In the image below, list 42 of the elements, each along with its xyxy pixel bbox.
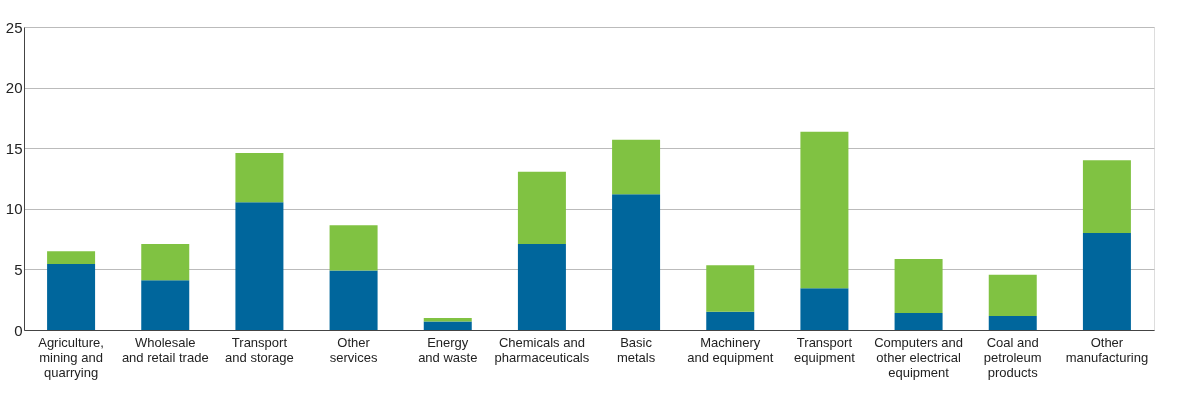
x-tick-label: Machinery and equipment xyxy=(687,334,774,365)
bar xyxy=(706,311,755,330)
y-tick-label: 0 xyxy=(14,321,23,339)
bar xyxy=(47,263,96,330)
bar xyxy=(800,288,849,330)
x-tick-label: Energy and waste xyxy=(418,334,478,365)
bar xyxy=(235,153,284,203)
bar xyxy=(47,251,96,264)
y-tick-label: 5 xyxy=(14,260,23,278)
x-tick-label: Computers and other electrical equipment xyxy=(874,334,964,380)
bar xyxy=(517,243,566,330)
bar xyxy=(517,171,566,244)
bar xyxy=(1082,233,1131,330)
x-tick-label: Transport equipment xyxy=(794,334,856,365)
y-tick-label: 20 xyxy=(5,79,23,97)
x-tick-label: Other services xyxy=(329,334,378,365)
y-tick-label: 15 xyxy=(5,139,23,157)
x-tick-label: Other manufacturing xyxy=(1065,334,1149,365)
bar xyxy=(235,202,284,330)
bar xyxy=(329,270,378,330)
x-tick-label: Agriculture, mining and quarrying xyxy=(38,334,104,380)
bar xyxy=(423,317,472,322)
bar xyxy=(894,259,943,314)
x-tick-label: Wholesale and retail trade xyxy=(121,334,209,365)
bar xyxy=(329,225,378,271)
y-tick-label: 25 xyxy=(5,18,23,36)
bar xyxy=(423,321,472,330)
bar xyxy=(988,316,1037,330)
bar xyxy=(1082,160,1131,234)
bar xyxy=(141,243,190,281)
bar xyxy=(800,131,849,289)
x-tick-label: Basic metals xyxy=(616,334,656,365)
bar xyxy=(612,194,661,330)
x-tick-label: Chemicals and pharmaceuticals xyxy=(494,334,590,365)
bar xyxy=(706,265,755,312)
x-tick-label: Coal and petroleum products xyxy=(983,334,1042,380)
bar xyxy=(612,139,661,195)
bar xyxy=(894,313,943,330)
x-tick-label: Transport and storage xyxy=(225,334,294,365)
bar xyxy=(988,274,1037,317)
y-tick-label: 10 xyxy=(5,200,23,218)
bar xyxy=(141,280,190,330)
